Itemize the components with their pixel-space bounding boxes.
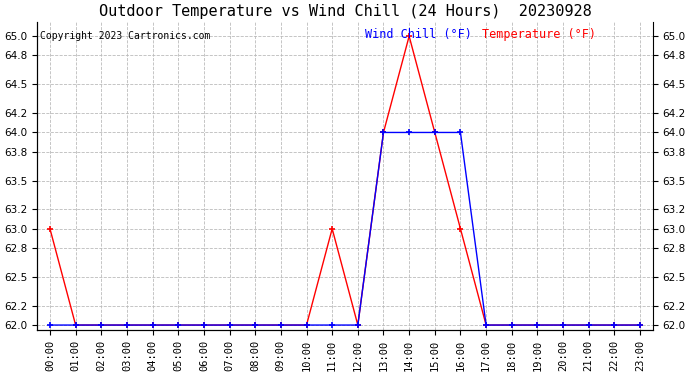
Title: Outdoor Temperature vs Wind Chill (24 Hours)  20230928: Outdoor Temperature vs Wind Chill (24 Ho… (99, 4, 591, 19)
Text: Copyright 2023 Cartronics.com: Copyright 2023 Cartronics.com (40, 31, 210, 41)
Legend: Wind Chill (°F), Temperature (°F): Wind Chill (°F), Temperature (°F) (365, 28, 595, 40)
